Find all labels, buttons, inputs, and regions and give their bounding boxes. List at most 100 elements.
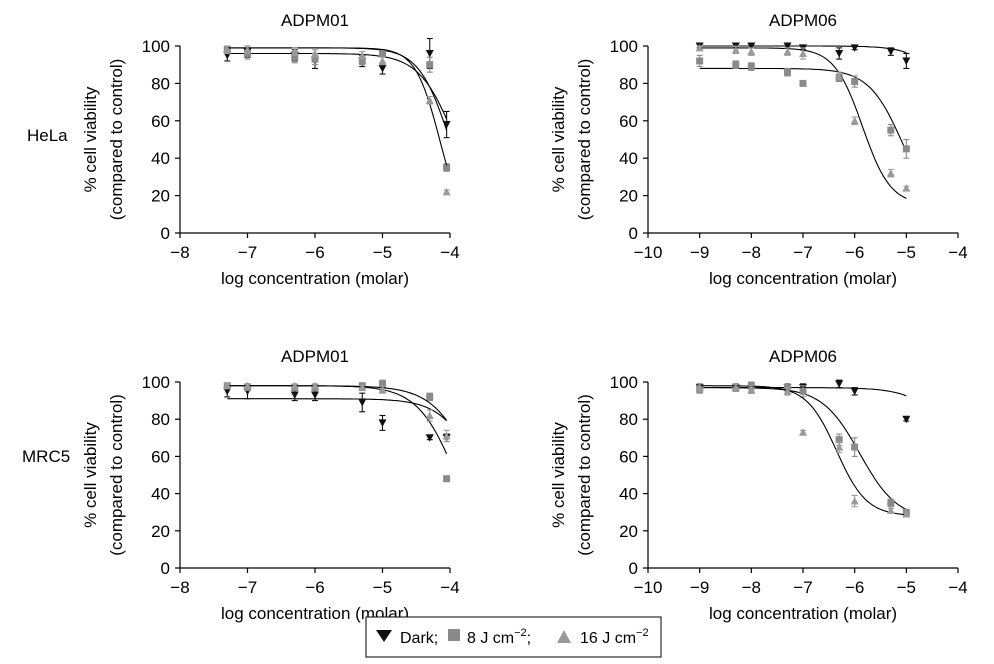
x-tick-label: −7 bbox=[793, 243, 812, 262]
y-axis-label: % cell viability bbox=[81, 86, 100, 192]
x-tick-label: −10 bbox=[634, 243, 663, 262]
data-point-dark bbox=[378, 64, 387, 73]
x-tick-label: −4 bbox=[440, 578, 459, 597]
x-tick-label: −7 bbox=[238, 243, 257, 262]
data-point-dark bbox=[290, 391, 299, 400]
row-label-hela: HeLa bbox=[27, 126, 68, 145]
chart-panel-mrc5-adpm06: ADPM06 0 20 40 60 80 100 −10 −9 −8 −7 −6 −5 −4 log con… bbox=[549, 347, 968, 623]
y-axis-label: (compared to control) bbox=[575, 394, 594, 556]
y-tick-label: 40 bbox=[619, 149, 638, 168]
data-point-8j bbox=[887, 499, 895, 507]
data-point-16j bbox=[886, 169, 895, 177]
data-point-dark bbox=[223, 387, 232, 396]
x-tick-label: −8 bbox=[170, 243, 189, 262]
data-point-8j bbox=[851, 78, 859, 86]
fit-curve-8j bbox=[227, 47, 448, 131]
data-point-16j bbox=[243, 45, 252, 54]
row-label-mrc5: MRC5 bbox=[22, 447, 70, 466]
data-point-16j bbox=[902, 510, 911, 518]
x-tick-label: −4 bbox=[948, 243, 967, 262]
data-point-16j bbox=[311, 49, 319, 57]
chart-panel-hela-adpm01: ADPM01 0 20 40 60 80 100 −8 −7 −6 −5 −4 log concentr… bbox=[81, 11, 460, 288]
data-point-16j bbox=[799, 49, 807, 57]
y-tick-label: 0 bbox=[629, 559, 638, 578]
chart-title: ADPM06 bbox=[769, 347, 837, 366]
x-tick-label: −7 bbox=[238, 578, 257, 597]
data-point-16j bbox=[783, 47, 792, 56]
data-point-8j bbox=[426, 393, 434, 401]
legend-8j-sup: −2 bbox=[514, 627, 527, 639]
data-point-16j bbox=[311, 381, 319, 390]
data-point-16j bbox=[425, 96, 434, 104]
legend-label-dark: Dark; bbox=[400, 630, 438, 647]
data-point-8j bbox=[851, 443, 859, 451]
data-point-dark bbox=[425, 49, 434, 58]
y-axis-label: (compared to control) bbox=[575, 59, 594, 221]
y-tick-label: 80 bbox=[151, 410, 170, 429]
y-axis-label: % cell viability bbox=[549, 422, 568, 528]
data-point-8j bbox=[902, 145, 910, 153]
fit-curve-16j bbox=[699, 385, 907, 516]
data-point-8j bbox=[291, 53, 299, 61]
data-point-16j bbox=[731, 45, 740, 54]
data-point-16j bbox=[442, 187, 451, 196]
data-point-dark bbox=[902, 57, 911, 65]
y-tick-label: 20 bbox=[619, 187, 638, 206]
fit-curve-16j bbox=[227, 47, 448, 166]
x-tick-label: −8 bbox=[742, 243, 761, 262]
data-point-dark bbox=[902, 415, 911, 424]
data-point-dark bbox=[850, 44, 859, 52]
x-tick-label: −7 bbox=[793, 578, 812, 597]
data-point-8j bbox=[443, 475, 451, 483]
data-point-16j bbox=[223, 381, 232, 390]
legend-label-8j: 8 J cm−2; bbox=[467, 627, 531, 647]
data-point-8j bbox=[835, 436, 843, 444]
y-tick-label: 0 bbox=[629, 224, 638, 243]
y-tick-label: 60 bbox=[151, 112, 170, 131]
fit-curve-8j bbox=[227, 385, 448, 455]
y-tick-label: 20 bbox=[151, 187, 170, 206]
data-point-16j bbox=[223, 45, 232, 54]
y-tick-label: 40 bbox=[619, 485, 638, 504]
data-point-8j bbox=[732, 61, 740, 69]
data-point-16j bbox=[799, 428, 807, 436]
x-tick-label: −6 bbox=[305, 578, 324, 597]
legend-label-16j: 16 J cm−2 bbox=[580, 627, 649, 647]
data-point-dark bbox=[311, 391, 319, 400]
data-point-16j bbox=[425, 411, 434, 419]
legend-box bbox=[365, 616, 662, 658]
chart-panel-hela-adpm06: ADPM06 0 20 40 60 80 100 −10 −9 −8 −7 −6 −5 −4 log con… bbox=[549, 11, 968, 288]
x-tick-label: −5 bbox=[373, 578, 392, 597]
legend-marker-8j bbox=[448, 629, 460, 641]
y-tick-label: 0 bbox=[161, 559, 170, 578]
data-point-dark bbox=[378, 419, 387, 427]
x-axis-label: log concentration (molar) bbox=[221, 269, 409, 288]
x-tick-label: −4 bbox=[440, 243, 459, 262]
x-axis-label: log concentration (molar) bbox=[221, 604, 409, 623]
y-tick-label: 100 bbox=[142, 373, 170, 392]
y-axis-label: (compared to control) bbox=[107, 394, 126, 556]
data-point-8j bbox=[358, 57, 366, 65]
data-point-16j bbox=[290, 381, 299, 390]
data-point-16j bbox=[886, 506, 895, 514]
data-point-8j bbox=[379, 380, 386, 388]
data-point-16j bbox=[902, 184, 911, 192]
x-axis-label: log concentration (molar) bbox=[709, 604, 897, 623]
data-point-16j bbox=[243, 381, 252, 390]
y-tick-label: 20 bbox=[151, 522, 170, 541]
data-point-8j bbox=[784, 68, 791, 76]
data-point-dark bbox=[783, 42, 792, 50]
x-tick-label: −10 bbox=[634, 578, 663, 597]
y-tick-label: 60 bbox=[151, 447, 170, 466]
y-tick-label: 60 bbox=[619, 112, 638, 131]
data-point-dark bbox=[835, 380, 844, 388]
x-tick-label: −5 bbox=[897, 243, 916, 262]
y-tick-label: 20 bbox=[619, 522, 638, 541]
fit-curve-16j bbox=[699, 47, 907, 199]
data-point-8j bbox=[747, 63, 755, 71]
data-point-16j bbox=[783, 387, 792, 395]
data-point-16j bbox=[378, 385, 387, 393]
x-tick-label: −5 bbox=[897, 578, 916, 597]
chart-title: ADPM01 bbox=[281, 347, 349, 366]
